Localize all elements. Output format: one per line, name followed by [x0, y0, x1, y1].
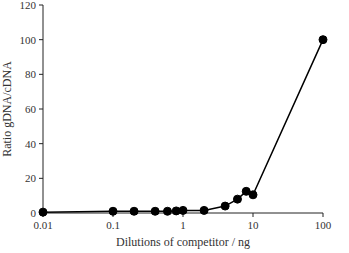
- data-point: [249, 191, 257, 199]
- data-point: [109, 207, 117, 215]
- data-point: [233, 195, 241, 203]
- data-line: [43, 40, 323, 212]
- data-point: [179, 206, 187, 214]
- y-tick: [39, 178, 43, 179]
- y-tick-label: 20: [25, 172, 37, 184]
- y-tick-label: 0: [31, 207, 37, 219]
- data-point: [221, 202, 229, 210]
- y-tick: [39, 143, 43, 144]
- y-tick: [39, 39, 43, 40]
- x-axis-label: Dilutions of competitor / ng: [116, 235, 250, 249]
- x-tick-label: 0.01: [33, 219, 52, 231]
- y-tick-label: 60: [25, 103, 37, 115]
- data-point: [130, 207, 138, 215]
- y-tick-label: 100: [20, 34, 37, 46]
- chart-container: 0 20 40 60 80 100 120 0.01 0.1 1 10 100 Dilutions of…: [0, 0, 349, 253]
- y-tick-label: 120: [20, 0, 37, 11]
- y-tick: [39, 5, 43, 6]
- plot-area: [39, 36, 327, 216]
- y-axis-label: Ratio gDNA/cDNA: [0, 61, 14, 157]
- x-tick-label: 0.1: [106, 219, 120, 231]
- x-tick: [323, 213, 324, 217]
- y-tick-label: 80: [25, 68, 37, 80]
- x-tick: [253, 213, 254, 217]
- data-point: [163, 207, 171, 215]
- x-tick-label: 10: [248, 219, 260, 231]
- data-point: [151, 207, 159, 215]
- x-tick-label: 1: [180, 219, 186, 231]
- data-point: [39, 208, 47, 216]
- chart-svg: 0 20 40 60 80 100 120 0.01 0.1 1 10 100 Dilutions of…: [0, 0, 349, 253]
- y-tick: [39, 109, 43, 110]
- data-point: [200, 206, 208, 214]
- y-tick-label: 40: [25, 138, 37, 150]
- y-tick: [39, 74, 43, 75]
- data-point: [319, 36, 327, 44]
- x-tick-label: 100: [315, 219, 332, 231]
